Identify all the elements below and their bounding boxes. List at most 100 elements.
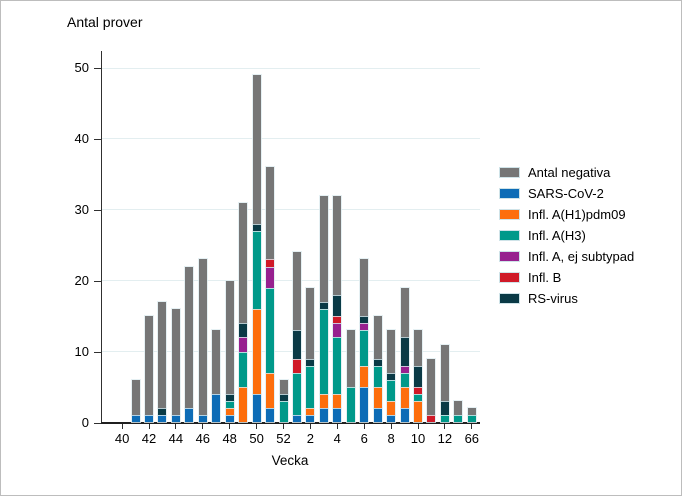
bar-48-sars-cov-2 [224, 414, 235, 424]
bar-48-antal-negativa [224, 279, 235, 396]
bar-9-rs-virus [399, 336, 410, 367]
x-tick-label-4: 4 [333, 431, 341, 446]
x-axis-title: Vecka [271, 453, 309, 468]
bar-5-antal-negativa [345, 329, 356, 389]
bar-7-infl-a-h1-pdm09 [372, 386, 383, 410]
gridline-40 [101, 138, 480, 140]
bar-13-infl-a-h3- [453, 414, 464, 424]
legend-row: Infl. A(H3) [499, 225, 634, 246]
bar-44-sars-cov-2 [170, 414, 181, 424]
bar-6-infl-a-ej-subtypad [359, 322, 370, 332]
bar-48-infl-a-h1-pdm09 [224, 407, 235, 417]
bar-2-infl-a-h1-pdm09 [305, 407, 316, 417]
x-tick-4 [336, 424, 338, 429]
bar-49-infl-a-ej-subtypad [238, 336, 249, 353]
bar-42-sars-cov-2 [144, 414, 154, 424]
y-tick-0 [94, 422, 101, 424]
bar-41-antal-negativa [130, 378, 141, 417]
y-tick-10 [94, 351, 101, 353]
bar-10-antal-negativa [413, 329, 423, 367]
gridline-30 [101, 209, 480, 211]
bar-9-sars-cov-2 [399, 407, 410, 424]
bar-51-infl-a-ej-subtypad [265, 265, 276, 289]
bar-7-sars-cov-2 [372, 407, 383, 424]
legend-label: Infl. B [528, 270, 562, 285]
bar-6-antal-negativa [359, 258, 370, 318]
bar-50-antal-negativa [251, 74, 262, 225]
bar-47-antal-negativa [211, 329, 222, 396]
bar-12-infl-a-h3- [439, 414, 450, 424]
x-tick-label-10: 10 [410, 431, 426, 446]
legend-swatch-icon [499, 188, 520, 199]
bar-10-rs-virus [413, 364, 423, 389]
x-tick-label-42: 42 [141, 431, 157, 446]
bar-3-rs-virus [318, 300, 329, 311]
x-tick-52 [283, 424, 284, 429]
x-tick-40 [121, 424, 123, 429]
legend-swatch-icon [499, 167, 520, 178]
bar-50-sars-cov-2 [251, 393, 262, 424]
bar-51-infl-a-h1-pdm09 [265, 371, 276, 410]
bar-45-antal-negativa [184, 265, 195, 410]
bar-8-sars-cov-2 [386, 414, 397, 424]
bar-6-infl-a-h3- [359, 329, 370, 367]
x-tick-label-44: 44 [168, 431, 184, 446]
legend-swatch-icon [499, 272, 520, 283]
y-tick-30 [94, 209, 101, 211]
x-tick-8 [390, 424, 392, 429]
x-tick-44 [175, 424, 177, 429]
bar-10-infl-a-h3- [413, 393, 423, 403]
bar-10-infl-a-h1-pdm09 [413, 400, 423, 424]
bar-6-sars-cov-2 [359, 386, 370, 424]
gridline-50 [101, 67, 480, 69]
bar-9-infl-a-h3- [399, 371, 410, 389]
bar-51-infl-b [265, 258, 276, 268]
legend-row: Infl. A, ej subtypad [499, 246, 634, 267]
bar-4-infl-a-h1-pdm09 [332, 393, 343, 410]
bar-8-infl-a-h1-pdm09 [386, 400, 397, 417]
bar-43-rs-virus [157, 407, 168, 417]
legend-label: Antal negativa [528, 165, 611, 180]
x-tick-10 [417, 424, 419, 429]
bar-51-antal-negativa [265, 166, 276, 261]
bar-43-sars-cov-2 [157, 414, 168, 424]
y-axis-line [101, 51, 102, 424]
bar-52-rs-virus [278, 393, 289, 403]
bar-4-infl-a-h3- [332, 336, 343, 396]
y-tick-50 [94, 68, 101, 69]
bar-5-infl-a-h3- [345, 386, 356, 424]
legend-row: Infl. A(H1)pdm09 [499, 204, 634, 225]
bar-44-antal-negativa [170, 308, 181, 417]
bar-50-infl-a-h3- [251, 230, 262, 311]
bar-51-infl-a-h3- [265, 286, 276, 374]
x-tick-label-6: 6 [360, 431, 368, 446]
bar-41-sars-cov-2 [130, 414, 141, 424]
y-tick-label-30: 30 [74, 201, 89, 217]
bar-3-sars-cov-2 [318, 407, 329, 424]
bar-3-antal-negativa [318, 194, 329, 303]
bar-66-antal-negativa [466, 407, 477, 417]
y-tick-label-10: 10 [74, 343, 89, 359]
bar-12-rs-virus [439, 400, 450, 417]
bar-1-sars-cov-2 [291, 414, 302, 424]
bar-10-infl-b [413, 386, 423, 396]
y-tick-label-20: 20 [74, 272, 89, 288]
bar-49-infl-a-h1-pdm09 [238, 386, 249, 424]
legend-row: SARS-CoV-2 [499, 183, 634, 204]
y-tick-40 [94, 138, 101, 140]
bar-46-sars-cov-2 [197, 414, 208, 424]
x-tick-2 [309, 424, 311, 429]
bar-3-infl-a-h1-pdm09 [318, 393, 329, 410]
bar-66-infl-a-h3- [466, 414, 477, 424]
legend-label: Infl. A, ej subtypad [528, 249, 635, 264]
legend-swatch-icon [499, 251, 520, 262]
x-tick-label-66: 66 [464, 431, 480, 446]
bar-49-antal-negativa [238, 201, 249, 325]
legend-label: RS-virus [528, 291, 578, 306]
bar-12-antal-negativa [439, 343, 450, 403]
legend-row: RS-virus [499, 288, 634, 309]
y-tick-label-0: 0 [81, 414, 89, 430]
chart-title: Antal prover [67, 14, 143, 30]
bar-1-infl-b [291, 357, 302, 374]
